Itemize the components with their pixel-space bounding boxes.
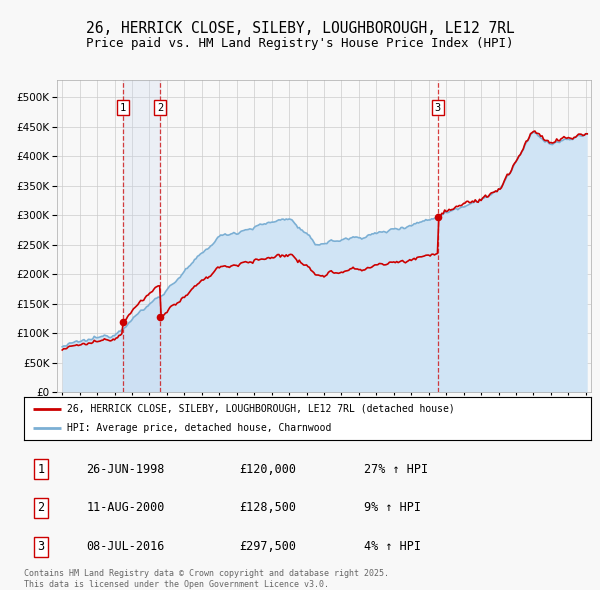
Text: 3: 3 <box>434 103 441 113</box>
Text: 26, HERRICK CLOSE, SILEBY, LOUGHBOROUGH, LE12 7RL (detached house): 26, HERRICK CLOSE, SILEBY, LOUGHBOROUGH,… <box>67 404 454 414</box>
Text: 2: 2 <box>37 502 44 514</box>
Text: 08-JUL-2016: 08-JUL-2016 <box>86 540 165 553</box>
Text: Price paid vs. HM Land Registry's House Price Index (HPI): Price paid vs. HM Land Registry's House … <box>86 37 514 50</box>
Text: HPI: Average price, detached house, Charnwood: HPI: Average price, detached house, Char… <box>67 423 331 433</box>
Bar <box>123 80 160 392</box>
Text: 1: 1 <box>120 103 126 113</box>
Text: 26, HERRICK CLOSE, SILEBY, LOUGHBOROUGH, LE12 7RL: 26, HERRICK CLOSE, SILEBY, LOUGHBOROUGH,… <box>86 21 514 35</box>
Text: 4% ↑ HPI: 4% ↑ HPI <box>364 540 421 553</box>
Text: £297,500: £297,500 <box>239 540 296 553</box>
Text: 3: 3 <box>37 540 44 553</box>
Text: 9% ↑ HPI: 9% ↑ HPI <box>364 502 421 514</box>
Text: 2: 2 <box>157 103 163 113</box>
Text: £120,000: £120,000 <box>239 463 296 476</box>
Text: 1: 1 <box>37 463 44 476</box>
Text: 26-JUN-1998: 26-JUN-1998 <box>86 463 165 476</box>
Text: 27% ↑ HPI: 27% ↑ HPI <box>364 463 428 476</box>
Text: 11-AUG-2000: 11-AUG-2000 <box>86 502 165 514</box>
Text: £128,500: £128,500 <box>239 502 296 514</box>
Text: Contains HM Land Registry data © Crown copyright and database right 2025.
This d: Contains HM Land Registry data © Crown c… <box>24 569 389 589</box>
